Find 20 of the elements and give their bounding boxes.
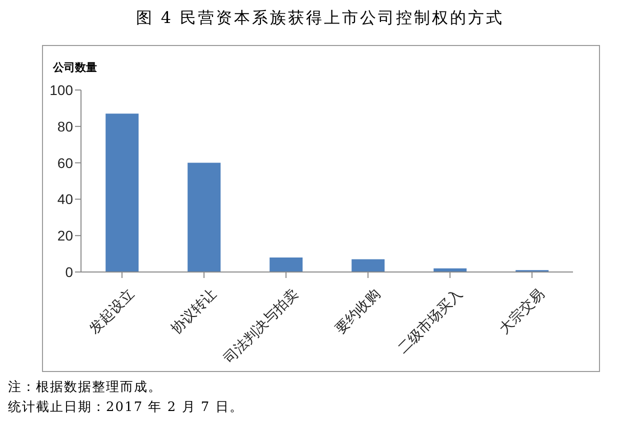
y-tick-label: 0 — [65, 264, 74, 280]
x-tick-label: 二级市场买入 — [394, 286, 466, 358]
y-tick-label: 80 — [57, 118, 74, 134]
text: 统计截止日期：2017 年 2 月 7 日。 — [8, 399, 244, 416]
y-axis-title: 公司数量 — [53, 60, 97, 75]
bar — [106, 114, 139, 272]
y-tick-label: 60 — [57, 154, 74, 171]
y-tick-label: 20 — [57, 228, 74, 244]
chart-title: 图 4 民营资本系族获得上市公司控制权的方式 — [134, 8, 506, 29]
bar — [270, 257, 303, 272]
bar — [188, 162, 221, 272]
x-tick-label: 发起设立 — [86, 286, 138, 338]
y-tick-label: 40 — [57, 191, 74, 208]
x-tick-label: 协议转让 — [168, 286, 220, 338]
x-tick-label: 司法判决与拍卖 — [221, 286, 302, 367]
text: 注：根据数据整理而成。 — [8, 379, 162, 396]
bar — [352, 259, 385, 272]
y-tick-label: 100 — [50, 82, 74, 98]
x-tick-label: 要约收购 — [332, 286, 384, 338]
x-tick-label: 大宗交易 — [496, 286, 548, 338]
